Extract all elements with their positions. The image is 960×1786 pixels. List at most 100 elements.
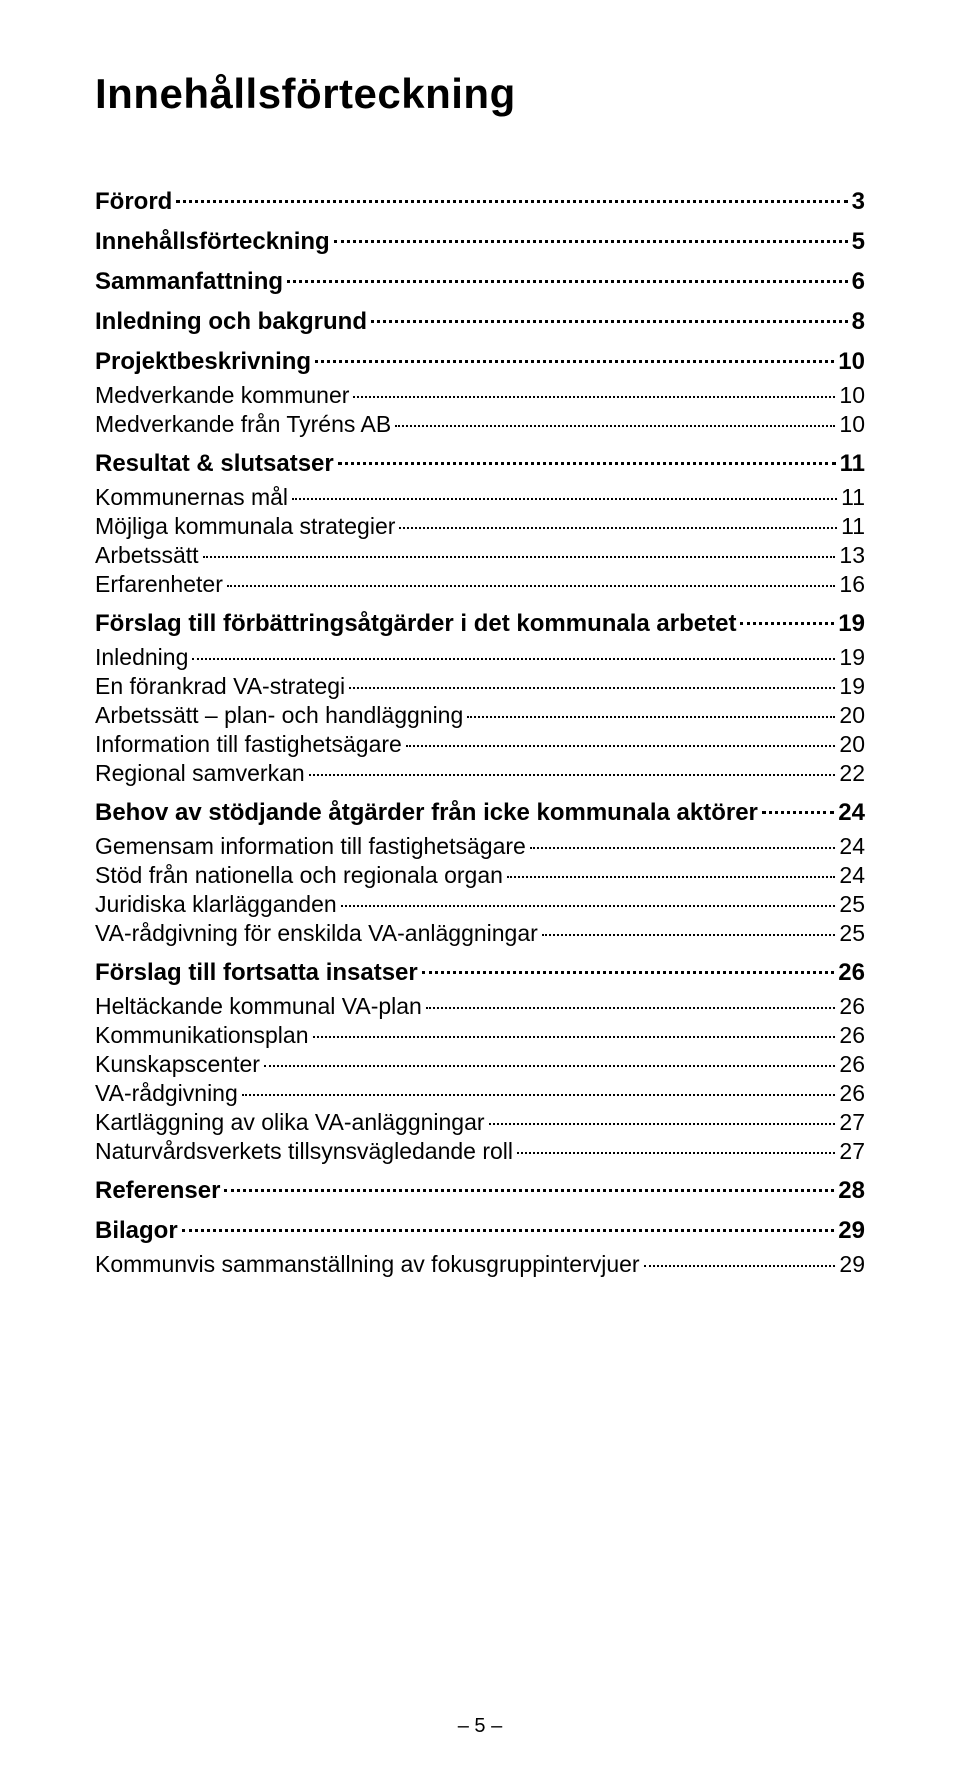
- toc-leader-dots: [762, 811, 834, 814]
- toc-leader-dots: [644, 1265, 836, 1267]
- toc-leader-dots: [192, 658, 835, 660]
- toc-entry-page: 19: [839, 673, 865, 700]
- toc-entry: Regional samverkan22: [95, 760, 865, 787]
- toc-entry-page: 19: [838, 610, 865, 638]
- toc-leader-dots: [264, 1065, 835, 1067]
- toc-entry-label: Arbetssätt: [95, 542, 199, 569]
- toc-leader-dots: [334, 240, 848, 243]
- toc-entry-label: Kunskapscenter: [95, 1051, 260, 1078]
- toc-entry-label: Möjliga kommunala strategier: [95, 513, 395, 540]
- toc-entry: Heltäckande kommunal VA-plan 26: [95, 993, 865, 1020]
- toc-entry: Medverkande kommuner 10: [95, 382, 865, 409]
- toc-entry-label: Behov av stödjande åtgärder från icke ko…: [95, 799, 758, 827]
- toc-entry-page: 26: [839, 1080, 865, 1107]
- toc-leader-dots: [353, 396, 835, 398]
- toc-leader-dots: [467, 716, 835, 718]
- toc-entry-page: 13: [839, 542, 865, 569]
- toc-entry-label: Projektbeskrivning: [95, 348, 311, 376]
- toc-entry: Inledning och bakgrund 8: [95, 308, 865, 336]
- toc-entry-page: 6: [852, 268, 865, 296]
- toc-entry-label: Regional samverkan: [95, 760, 305, 787]
- table-of-contents: Förord3Innehållsförteckning5Sammanfattni…: [95, 188, 865, 1278]
- toc-leader-dots: [395, 425, 835, 427]
- toc-entry: Projektbeskrivning 10: [95, 348, 865, 376]
- toc-entry-label: Kommunikationsplan: [95, 1022, 309, 1049]
- toc-leader-dots: [530, 847, 836, 849]
- toc-entry: Erfarenheter16: [95, 571, 865, 598]
- toc-entry-page: 29: [838, 1217, 865, 1245]
- toc-entry: Kommunvis sammanställning av fokusgruppi…: [95, 1251, 865, 1278]
- toc-entry-label: Stöd från nationella och regionala organ: [95, 862, 503, 889]
- toc-entry: Förord3: [95, 188, 865, 216]
- toc-entry: Stöd från nationella och regionala organ…: [95, 862, 865, 889]
- toc-entry-page: 11: [841, 484, 865, 511]
- toc-entry-label: Sammanfattning: [95, 268, 283, 296]
- toc-leader-dots: [517, 1152, 835, 1154]
- toc-entry-page: 11: [840, 450, 865, 478]
- toc-entry: VA-rådgivning för enskilda VA-anläggning…: [95, 920, 865, 947]
- toc-entry-label: Medverkande från Tyréns AB: [95, 411, 391, 438]
- toc-entry-page: 24: [839, 833, 865, 860]
- toc-entry: Arbetssätt – plan- och handläggning20: [95, 702, 865, 729]
- toc-entry-label: Inledning och bakgrund: [95, 308, 367, 336]
- toc-entry-label: VA-rådgivning: [95, 1080, 238, 1107]
- toc-entry: Förslag till förbättringsåtgärder i det …: [95, 610, 865, 638]
- toc-leader-dots: [224, 1189, 834, 1192]
- toc-leader-dots: [399, 527, 837, 529]
- toc-entry-label: Medverkande kommuner: [95, 382, 349, 409]
- toc-entry-page: 10: [839, 382, 865, 409]
- toc-leader-dots: [406, 745, 836, 747]
- toc-entry-label: Kommunvis sammanställning av fokusgruppi…: [95, 1251, 640, 1278]
- page-number: – 5 –: [0, 1715, 960, 1738]
- toc-leader-dots: [292, 498, 837, 500]
- toc-entry-page: 27: [839, 1138, 865, 1165]
- toc-leader-dots: [309, 774, 836, 776]
- toc-leader-dots: [227, 585, 836, 587]
- toc-entry: Kunskapscenter 26: [95, 1051, 865, 1078]
- toc-leader-dots: [349, 687, 835, 689]
- toc-entry-page: 19: [839, 644, 865, 671]
- toc-entry-label: Resultat & slutsatser: [95, 450, 334, 478]
- toc-entry-page: 26: [839, 993, 865, 1020]
- toc-leader-dots: [341, 905, 836, 907]
- toc-leader-dots: [203, 556, 836, 558]
- toc-entry-label: Förord: [95, 188, 172, 216]
- toc-leader-dots: [489, 1123, 836, 1125]
- toc-entry: Behov av stödjande åtgärder från icke ko…: [95, 799, 865, 827]
- toc-entry-page: 24: [838, 799, 865, 827]
- toc-leader-dots: [426, 1007, 836, 1009]
- toc-entry-label: Referenser: [95, 1177, 220, 1205]
- toc-leader-dots: [542, 934, 836, 936]
- toc-entry: Information till fastighetsägare20: [95, 731, 865, 758]
- toc-entry-page: 10: [839, 411, 865, 438]
- toc-entry: Möjliga kommunala strategier 11: [95, 513, 865, 540]
- toc-entry-label: Kommunernas mål: [95, 484, 288, 511]
- toc-leader-dots: [176, 200, 847, 203]
- toc-entry-label: Heltäckande kommunal VA-plan: [95, 993, 422, 1020]
- toc-leader-dots: [242, 1094, 836, 1096]
- toc-entry: VA-rådgivning 26: [95, 1080, 865, 1107]
- toc-leader-dots: [507, 876, 836, 878]
- toc-entry: Kartläggning av olika VA-anläggningar 27: [95, 1109, 865, 1136]
- document-page: Innehållsförteckning Förord3Innehållsför…: [0, 0, 960, 1786]
- toc-leader-dots: [371, 320, 848, 323]
- toc-entry-page: 26: [839, 1022, 865, 1049]
- toc-entry: Kommunernas mål 11: [95, 484, 865, 511]
- toc-leader-dots: [313, 1036, 836, 1038]
- toc-entry: Referenser28: [95, 1177, 865, 1205]
- toc-entry-page: 10: [838, 348, 865, 376]
- toc-entry-page: 8: [852, 308, 865, 336]
- toc-entry-page: 11: [841, 513, 865, 540]
- toc-entry-page: 20: [839, 702, 865, 729]
- toc-entry-label: Kartläggning av olika VA-anläggningar: [95, 1109, 485, 1136]
- toc-entry-page: 26: [839, 1051, 865, 1078]
- toc-entry: Förslag till fortsatta insatser26: [95, 959, 865, 987]
- toc-entry-label: VA-rådgivning för enskilda VA-anläggning…: [95, 920, 538, 947]
- page-title: Innehållsförteckning: [95, 70, 865, 118]
- toc-entry-label: Juridiska klarlägganden: [95, 891, 337, 918]
- toc-entry-label: Information till fastighetsägare: [95, 731, 402, 758]
- toc-leader-dots: [338, 462, 836, 465]
- toc-entry-label: Gemensam information till fastighetsägar…: [95, 833, 526, 860]
- toc-entry-page: 27: [839, 1109, 865, 1136]
- toc-entry-page: 29: [839, 1251, 865, 1278]
